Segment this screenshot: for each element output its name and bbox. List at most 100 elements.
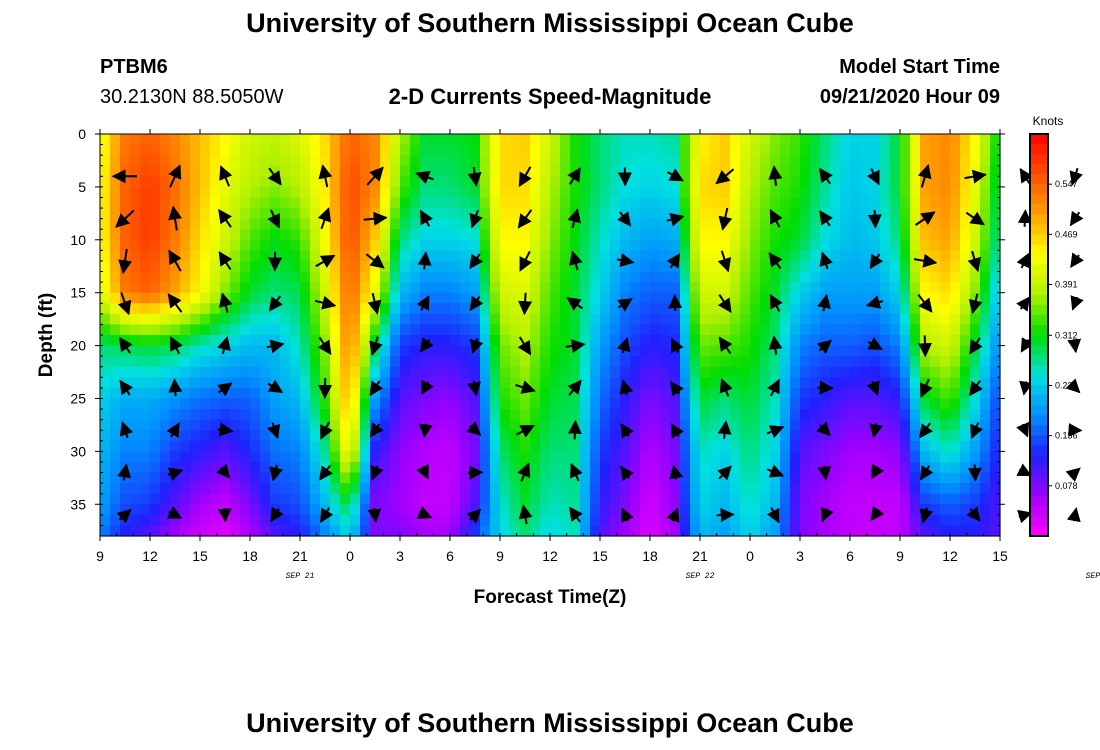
heatmap-cell	[350, 356, 361, 368]
heatmap-cell	[560, 197, 571, 209]
heatmap-cell	[360, 197, 371, 209]
heatmap-cell	[950, 165, 961, 177]
current-vector-arrow	[370, 464, 384, 481]
heatmap-cell	[910, 366, 921, 378]
heatmap-cell	[180, 324, 191, 336]
heatmap-cell	[700, 260, 711, 273]
heatmap-cell	[810, 134, 821, 146]
heatmap-cell	[680, 366, 691, 378]
heatmap-cell	[100, 461, 111, 474]
heatmap-cell	[300, 134, 311, 146]
heatmap-cell	[660, 208, 671, 220]
heatmap-cell	[300, 229, 311, 241]
heatmap-cell	[750, 218, 761, 230]
heatmap-cell	[140, 504, 151, 516]
heatmap-cell	[450, 398, 461, 410]
heatmap-cell	[110, 260, 121, 273]
heatmap-cell	[490, 324, 501, 336]
heatmap-cell	[500, 398, 511, 410]
heatmap-cell	[810, 472, 821, 484]
heatmap-cell	[670, 239, 681, 251]
heatmap-cell	[280, 155, 291, 167]
heatmap-cell	[540, 451, 551, 463]
heatmap-cell	[470, 186, 481, 199]
heatmap-cell	[810, 165, 821, 177]
x-tick-label: 3	[396, 548, 404, 564]
heatmap-cell	[650, 356, 661, 368]
heatmap-cell	[260, 144, 271, 156]
heatmap-cell	[900, 134, 911, 146]
heatmap-cell	[940, 335, 951, 347]
heatmap-cell	[590, 176, 601, 188]
heatmap-cell	[710, 461, 721, 474]
heatmap-cell	[350, 451, 361, 463]
heatmap-cell	[290, 176, 301, 188]
heatmap-cell	[980, 377, 991, 389]
heatmap-cell	[290, 229, 301, 241]
heatmap-cell	[260, 504, 271, 516]
heatmap-cell	[900, 345, 911, 357]
heatmap-cell	[490, 186, 501, 199]
heatmap-cell	[440, 525, 451, 537]
footer-title: University of Southern Mississippi Ocean…	[246, 708, 854, 738]
heatmap-cell	[940, 387, 951, 400]
heatmap-cell	[990, 504, 1001, 516]
heatmap-cell	[530, 335, 541, 347]
heatmap-cell	[860, 218, 871, 230]
heatmap-cell	[870, 440, 881, 452]
heatmap-cell	[770, 313, 781, 326]
heatmap-cell	[130, 144, 141, 156]
heatmap-cell	[550, 493, 561, 505]
heatmap-cell	[660, 409, 671, 421]
heatmap-cell	[160, 186, 171, 199]
heatmap-cell	[650, 282, 661, 294]
heatmap-cell	[660, 239, 671, 251]
heatmap-cell	[840, 229, 851, 241]
heatmap-cell	[810, 366, 821, 378]
heatmap-cell	[560, 208, 571, 220]
heatmap-cell	[570, 144, 581, 156]
heatmap-cell	[320, 134, 331, 146]
colorbar-swatch	[1030, 465, 1048, 477]
heatmap-cell	[160, 525, 171, 537]
heatmap-cell	[940, 419, 951, 431]
current-vector-arrow	[1016, 463, 1032, 477]
heatmap-cell	[130, 387, 141, 400]
heatmap-cell	[950, 229, 961, 241]
heatmap-cell	[570, 186, 581, 199]
heatmap-cell	[150, 493, 161, 505]
heatmap-cell	[220, 176, 231, 188]
heatmap-cell	[570, 493, 581, 505]
heatmap-cell	[380, 514, 391, 527]
heatmap-cell	[410, 472, 421, 484]
heatmap-cell	[560, 366, 571, 378]
heatmap-cell	[470, 144, 481, 156]
heatmap-cell	[440, 155, 451, 167]
heatmap-cell	[720, 514, 731, 527]
heatmap-cell	[270, 155, 281, 167]
heatmap-cell	[590, 493, 601, 505]
heatmap-cell	[460, 345, 471, 357]
heatmap-cell	[660, 504, 671, 516]
heatmap-cell	[800, 218, 811, 230]
heatmap-cell	[820, 324, 831, 336]
heatmap-cell	[830, 472, 841, 484]
heatmap-cell	[510, 303, 521, 315]
heatmap-cell	[470, 239, 481, 251]
heatmap-cell	[590, 271, 601, 283]
heatmap-cell	[980, 303, 991, 315]
heatmap-cell	[500, 483, 511, 495]
heatmap-cell	[380, 451, 391, 463]
heatmap-cell	[660, 218, 671, 230]
heatmap-cell	[200, 292, 211, 304]
heatmap-cell	[890, 260, 901, 273]
heatmap-cell	[460, 239, 471, 251]
heatmap-cell	[540, 366, 551, 378]
heatmap-cell	[420, 483, 431, 495]
heatmap-cell	[340, 461, 351, 474]
heatmap-cell	[160, 134, 171, 146]
heatmap-cell	[460, 504, 471, 516]
heatmap-cell	[970, 356, 981, 368]
heatmap-cell	[460, 303, 471, 315]
heatmap-cell	[250, 472, 261, 484]
